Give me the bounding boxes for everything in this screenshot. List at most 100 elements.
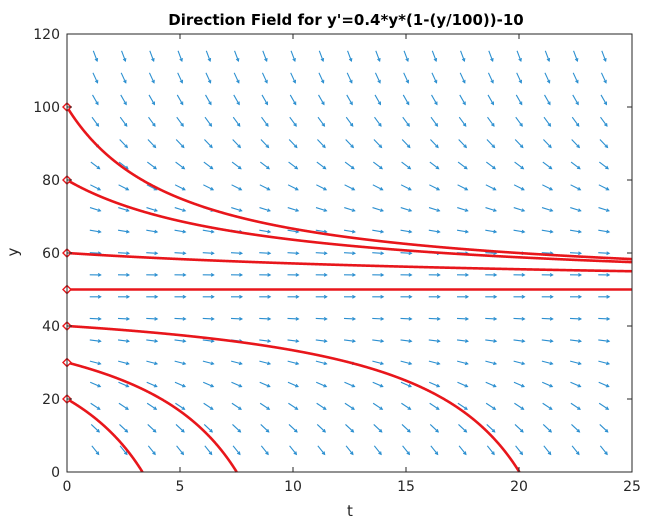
- field-arrow: [177, 72, 184, 84]
- field-arrow: [598, 207, 610, 212]
- field-arrow: [290, 72, 297, 84]
- field-arrow: [259, 381, 271, 388]
- field-arrow: [458, 424, 468, 433]
- field-arrow: [259, 339, 272, 343]
- field-arrow: [287, 273, 300, 277]
- field-arrow: [146, 273, 159, 277]
- field-arrow: [515, 94, 523, 106]
- field-arrow: [569, 273, 583, 277]
- field-arrow: [146, 381, 158, 388]
- field-arrow: [569, 251, 583, 256]
- field-arrow: [146, 229, 159, 234]
- field-arrow: [203, 184, 215, 191]
- field-arrow: [486, 161, 496, 170]
- field-arrow: [570, 360, 582, 366]
- field-arrow: [541, 294, 554, 299]
- field-arrow: [146, 402, 158, 410]
- field-arrow: [569, 229, 582, 234]
- field-arrow: [485, 273, 498, 277]
- field-arrow: [456, 229, 469, 234]
- field-arrow: [401, 402, 412, 410]
- field-arrow: [203, 424, 214, 433]
- field-arrow: [541, 316, 554, 321]
- field-arrow: [486, 445, 495, 456]
- field-arrow: [400, 184, 412, 191]
- field-arrow: [541, 339, 554, 343]
- field-arrow: [117, 273, 131, 277]
- field-arrow: [202, 381, 215, 388]
- field-arrow: [232, 424, 242, 433]
- chart-title: Direction Field for y'=0.4*y*(1-(y/100))…: [168, 11, 523, 29]
- y-tick-label: 0: [51, 465, 60, 481]
- field-arrow: [514, 402, 525, 410]
- field-arrow: [202, 294, 215, 299]
- field-arrow: [346, 94, 353, 106]
- field-arrow: [117, 251, 131, 256]
- field-arrow: [515, 445, 524, 456]
- field-arrow: [457, 161, 468, 170]
- field-arrow: [90, 402, 101, 410]
- field-arrow: [513, 229, 526, 234]
- field-arrow: [373, 445, 382, 456]
- field-arrow: [204, 445, 213, 456]
- field-arrow: [118, 360, 130, 366]
- field-arrow: [318, 72, 325, 84]
- field-arrow: [572, 72, 579, 84]
- field-arrow: [431, 72, 438, 84]
- field-arrow: [543, 139, 552, 149]
- field-arrow: [485, 184, 497, 191]
- field-arrow: [569, 339, 582, 343]
- field-arrow: [315, 251, 328, 256]
- field-arrow: [458, 116, 467, 127]
- field-arrow: [571, 116, 580, 127]
- field-arrow: [202, 316, 215, 321]
- field-arrow: [431, 50, 438, 63]
- field-arrow: [345, 116, 354, 127]
- field-arrow: [315, 381, 328, 388]
- solution-curves: [62, 102, 633, 473]
- field-arrow: [571, 139, 581, 149]
- field-arrow: [89, 316, 102, 321]
- field-arrow: [259, 273, 272, 277]
- field-arrow: [600, 116, 608, 127]
- field-arrow: [373, 139, 383, 149]
- field-arrow: [599, 424, 609, 433]
- field-arrow: [147, 139, 157, 149]
- field-arrow: [92, 72, 99, 84]
- field-arrow: [259, 360, 272, 366]
- field-arrow: [289, 116, 297, 127]
- field-arrow: [233, 72, 240, 84]
- field-arrow: [573, 50, 579, 63]
- solution-curve: [66, 361, 238, 473]
- field-arrow: [485, 381, 497, 388]
- field-arrow: [344, 402, 355, 410]
- field-arrow: [230, 316, 244, 321]
- field-arrow: [400, 251, 413, 256]
- field-arrow: [429, 161, 440, 170]
- field-arrow: [91, 116, 100, 127]
- field-arrow: [315, 339, 328, 343]
- field-arrow: [343, 316, 357, 321]
- solution-curve: [66, 324, 521, 473]
- field-arrow: [89, 381, 102, 388]
- field-arrow: [174, 251, 187, 256]
- x-tick-label: 20: [510, 479, 528, 495]
- field-arrow: [487, 94, 494, 106]
- field-arrow: [598, 316, 611, 321]
- field-arrow: [372, 273, 385, 277]
- field-arrow: [318, 94, 325, 106]
- field-arrow: [516, 72, 523, 84]
- field-arrow: [89, 339, 102, 343]
- field-arrow: [599, 161, 609, 170]
- field-arrow: [343, 273, 357, 277]
- field-arrow: [146, 207, 158, 212]
- field-arrow: [513, 339, 526, 343]
- field-arrow: [259, 229, 272, 234]
- field-arrow: [231, 161, 242, 170]
- field-arrow: [598, 184, 610, 191]
- field-arrow: [402, 445, 411, 456]
- x-axis-label: t: [347, 502, 353, 520]
- field-arrow: [428, 207, 441, 212]
- solution-curve: [66, 251, 632, 273]
- field-arrow: [544, 72, 551, 84]
